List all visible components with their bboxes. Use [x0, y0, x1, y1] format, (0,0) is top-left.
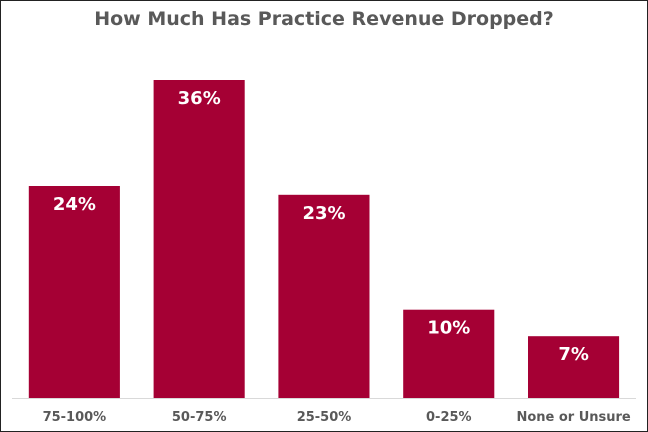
data-label-4: 10%	[427, 318, 470, 339]
chart-title: How Much Has Practice Revenue Dropped?	[94, 8, 554, 30]
bar-1	[28, 186, 120, 398]
data-label-5: 7%	[558, 344, 589, 365]
x-tick-label-1: 75-100%	[43, 410, 107, 425]
data-label-3: 23%	[302, 203, 345, 224]
bar-4	[403, 309, 495, 398]
bar-5	[528, 336, 620, 398]
x-tick-label-3: 25-50%	[297, 410, 352, 425]
bar-2	[153, 80, 245, 398]
data-label-2: 36%	[178, 88, 221, 109]
bars-group: 24% 36% 23% 10% 7%	[28, 80, 620, 398]
data-label-1: 24%	[53, 194, 96, 215]
x-tick-label-5: None or Unsure	[516, 410, 630, 425]
bar-3	[278, 194, 370, 398]
x-tick-label-2: 50-75%	[172, 410, 227, 425]
x-tick-labels: 75-100% 50-75% 25-50% 0-25% None or Unsure	[43, 410, 631, 425]
x-tick-label-4: 0-25%	[426, 410, 472, 425]
